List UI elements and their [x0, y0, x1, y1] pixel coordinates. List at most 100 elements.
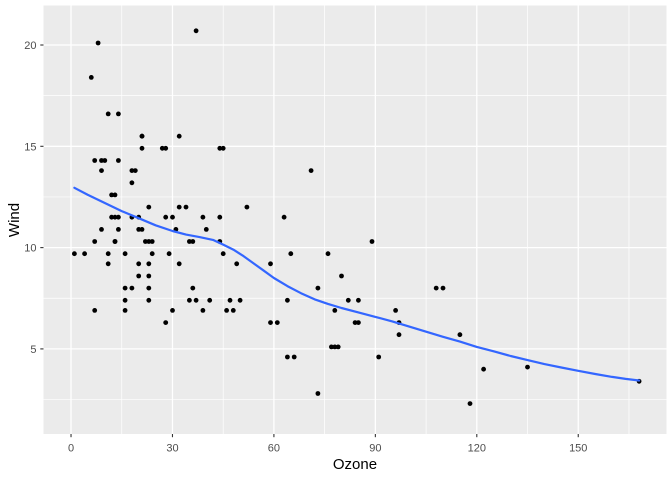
y-tick-label: 15 — [24, 141, 36, 153]
plot-panel — [43, 5, 667, 434]
data-point — [369, 239, 375, 244]
data-point — [207, 297, 213, 303]
data-point — [176, 261, 182, 267]
data-point — [102, 158, 108, 163]
data-point — [190, 285, 196, 291]
data-point — [315, 391, 321, 396]
data-point — [356, 320, 361, 325]
data-point — [116, 227, 121, 232]
x-tick-label: 0 — [68, 443, 74, 455]
data-point — [92, 239, 98, 244]
data-point — [203, 227, 209, 232]
data-point — [440, 285, 446, 291]
data-point — [166, 251, 172, 257]
data-point — [285, 354, 290, 360]
data-point — [220, 145, 226, 151]
data-point — [274, 320, 280, 325]
data-point — [288, 251, 294, 257]
data-point — [105, 251, 111, 257]
data-point — [129, 285, 135, 291]
data-point — [132, 168, 138, 174]
data-point — [329, 344, 334, 350]
data-point — [112, 239, 118, 244]
data-point — [170, 308, 175, 313]
data-point — [335, 344, 341, 350]
x-tick-label: 30 — [166, 443, 178, 455]
data-point — [393, 308, 398, 313]
data-point — [315, 285, 321, 291]
data-point — [92, 308, 98, 313]
data-point — [149, 239, 155, 244]
data-point — [356, 297, 361, 303]
data-point — [143, 239, 148, 244]
data-point — [116, 158, 121, 163]
data-point — [136, 261, 142, 267]
data-point — [291, 354, 297, 360]
data-point — [105, 111, 111, 117]
data-point — [109, 214, 114, 220]
x-tick-label: 120 — [468, 443, 486, 455]
data-point — [457, 332, 463, 338]
data-point — [122, 285, 128, 291]
data-point — [122, 251, 128, 257]
data-point — [163, 145, 169, 151]
data-point — [139, 145, 145, 151]
y-tick-label: 20 — [24, 40, 36, 52]
data-point — [139, 227, 145, 232]
plot-dynamic-layer: 0 30 60 90 120 150 5 10 15 20 — [24, 5, 667, 455]
data-point — [285, 297, 290, 303]
data-point — [112, 192, 118, 198]
data-point — [176, 204, 182, 210]
data-point — [200, 308, 206, 313]
data-point — [82, 251, 87, 257]
data-point — [136, 227, 142, 232]
data-point — [105, 261, 111, 267]
data-point — [129, 168, 135, 174]
data-point — [99, 158, 104, 163]
data-point — [122, 297, 128, 303]
data-point — [234, 261, 240, 267]
data-point — [122, 308, 128, 313]
data-point — [72, 251, 77, 257]
data-point — [136, 273, 142, 279]
data-point — [193, 297, 199, 303]
x-tick-label: 60 — [268, 443, 280, 455]
data-point — [467, 401, 473, 406]
data-point — [281, 214, 287, 220]
data-point — [95, 40, 101, 46]
data-point — [109, 192, 114, 198]
data-point — [227, 297, 233, 303]
smooth-line — [73, 186, 641, 382]
x-axis-title: Ozone — [333, 456, 377, 473]
data-point — [170, 214, 175, 220]
data-point — [220, 251, 226, 257]
data-point — [146, 285, 152, 291]
data-point — [146, 261, 152, 267]
data-point — [268, 261, 273, 267]
data-point — [237, 297, 243, 303]
data-point — [149, 251, 155, 257]
data-point — [200, 214, 206, 220]
data-point — [332, 308, 338, 313]
data-point — [99, 227, 104, 232]
x-tick-label: 150 — [569, 443, 587, 455]
data-point — [176, 133, 182, 139]
data-point — [146, 239, 152, 244]
data-point — [112, 214, 118, 220]
data-point — [146, 204, 152, 210]
data-point — [244, 204, 250, 210]
data-point — [525, 364, 530, 370]
y-axis-title: Wind — [6, 203, 23, 237]
data-point — [116, 111, 121, 117]
data-point — [190, 239, 196, 244]
x-tick-label: 90 — [369, 443, 381, 455]
data-point — [230, 308, 236, 313]
data-point — [325, 251, 331, 257]
data-point — [352, 320, 358, 325]
data-point — [193, 28, 199, 34]
data-point — [481, 366, 486, 372]
data-point — [376, 354, 382, 360]
data-point — [159, 145, 165, 151]
data-point — [146, 297, 152, 303]
